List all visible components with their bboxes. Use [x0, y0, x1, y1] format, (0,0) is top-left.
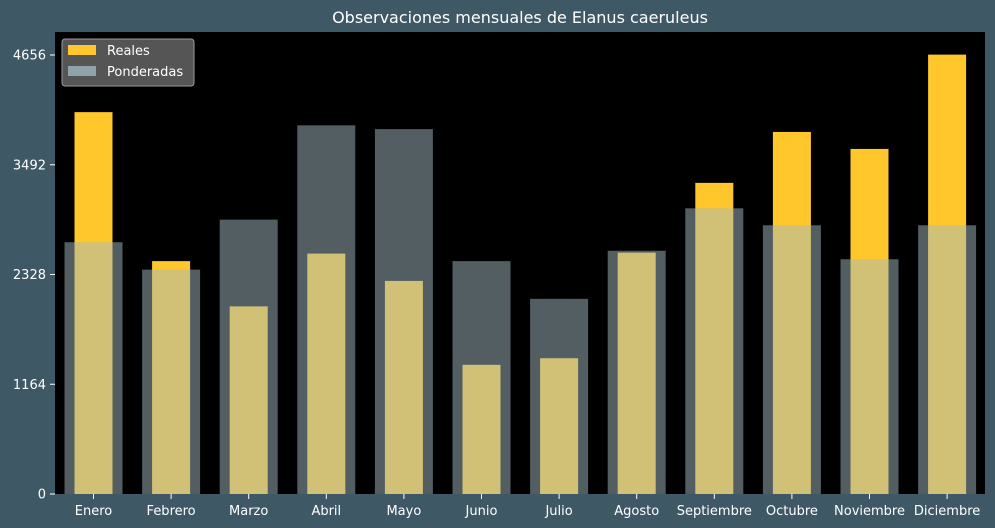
x-tick-label: Febrero — [147, 504, 196, 519]
bar-ponderadas-febrero — [142, 269, 201, 494]
bar-ponderadas-octubre — [762, 225, 821, 495]
legend-label-reales: Reales — [107, 44, 150, 59]
x-tick-label: Septiembre — [677, 504, 752, 519]
y-tick-label: 4656 — [13, 49, 46, 64]
plot-area — [55, 32, 985, 494]
y-tick-label: 2328 — [13, 268, 46, 283]
bar-ponderadas-noviembre — [840, 259, 899, 494]
x-tick-label: Junio — [465, 504, 498, 519]
x-tick-label: Abril — [311, 504, 341, 519]
y-tick-label: 3492 — [13, 158, 46, 173]
x-tick-label: Octubre — [766, 504, 818, 519]
bar-ponderadas-julio — [530, 298, 589, 494]
weighted-bars — [64, 125, 977, 495]
x-tick-label: Enero — [75, 504, 113, 519]
bar-ponderadas-septiembre — [685, 208, 744, 495]
legend-label-ponderadas: Ponderadas — [107, 65, 183, 80]
y-tick-label: 1164 — [13, 378, 46, 393]
x-tick-label: Marzo — [229, 504, 268, 519]
bar-ponderadas-marzo — [219, 219, 278, 494]
bar-ponderadas-abril — [297, 125, 356, 494]
chart-title: Observaciones mensuales de Elanus caerul… — [332, 8, 708, 27]
x-tick-label: Noviembre — [834, 504, 905, 519]
x-tick-label: Mayo — [386, 504, 421, 519]
x-tick-label: Agosto — [614, 504, 659, 519]
bar-ponderadas-agosto — [607, 250, 666, 494]
legend-swatch-ponderadas — [68, 66, 96, 76]
y-axis: 0 1164 2328 3492 4656 — [13, 49, 55, 503]
bar-ponderadas-enero — [64, 242, 123, 494]
y-tick-label: 0 — [38, 488, 46, 503]
legend: Reales Ponderadas — [61, 38, 195, 87]
bar-ponderadas-diciembre — [918, 225, 977, 495]
x-tick-label: Diciembre — [914, 504, 980, 519]
legend-swatch-reales — [68, 45, 96, 55]
x-tick-label: Julio — [544, 504, 572, 519]
bar-ponderadas-mayo — [374, 129, 433, 494]
x-axis: Enero Febrero Marzo Abril Mayo Junio Julio Agos… — [75, 494, 980, 519]
bar-ponderadas-junio — [452, 261, 511, 494]
